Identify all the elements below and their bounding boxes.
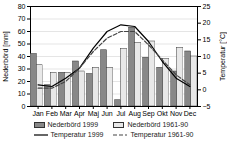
svg-text:15: 15 — [203, 36, 211, 43]
svg-text:70: 70 — [18, 15, 26, 22]
svg-text:Mar: Mar — [60, 110, 73, 117]
svg-text:Nov: Nov — [170, 110, 183, 117]
svg-text:20: 20 — [18, 78, 26, 85]
svg-text:Okt: Okt — [157, 110, 168, 117]
html-text:Nederbörd 1999: Nederbörd 1999 — [47, 121, 99, 128]
svg-text:80: 80 — [18, 3, 26, 10]
svg-text:30: 30 — [18, 65, 26, 72]
svg-text:Nederbörd [mm]: Nederbörd [mm] — [2, 31, 10, 82]
svg-text:Feb: Feb — [46, 110, 58, 117]
svg-text:Aug: Aug — [128, 110, 141, 118]
svg-text:Jun: Jun — [101, 110, 112, 117]
svg-text:−5: −5 — [203, 103, 211, 110]
svg-text:10: 10 — [18, 90, 26, 97]
svg-text:5: 5 — [203, 69, 207, 76]
html-text:Temperatur 1961-90: Temperatur 1961-90 — [130, 131, 194, 138]
html-text:Nederbörd 1961-90: Nederbörd 1961-90 — [127, 121, 189, 128]
svg-text:20: 20 — [203, 19, 211, 26]
svg-text:Jan: Jan — [32, 110, 43, 117]
svg-text:Jul: Jul — [116, 110, 125, 117]
svg-text:0: 0 — [22, 103, 26, 110]
svg-text:Maj: Maj — [88, 110, 100, 118]
svg-text:10: 10 — [203, 53, 211, 60]
svg-text:Temperatur [°C]: Temperatur [°C] — [219, 32, 227, 81]
svg-text:Apr: Apr — [74, 110, 86, 118]
svg-text:60: 60 — [18, 28, 26, 35]
svg-text:0: 0 — [203, 86, 207, 93]
svg-text:40: 40 — [18, 53, 26, 60]
svg-text:50: 50 — [18, 40, 26, 47]
svg-text:25: 25 — [203, 3, 211, 10]
html-text:Temperatur 1999: Temperatur 1999 — [50, 131, 104, 138]
svg-text:Dec: Dec — [184, 110, 197, 117]
svg-text:Sep: Sep — [142, 110, 155, 118]
